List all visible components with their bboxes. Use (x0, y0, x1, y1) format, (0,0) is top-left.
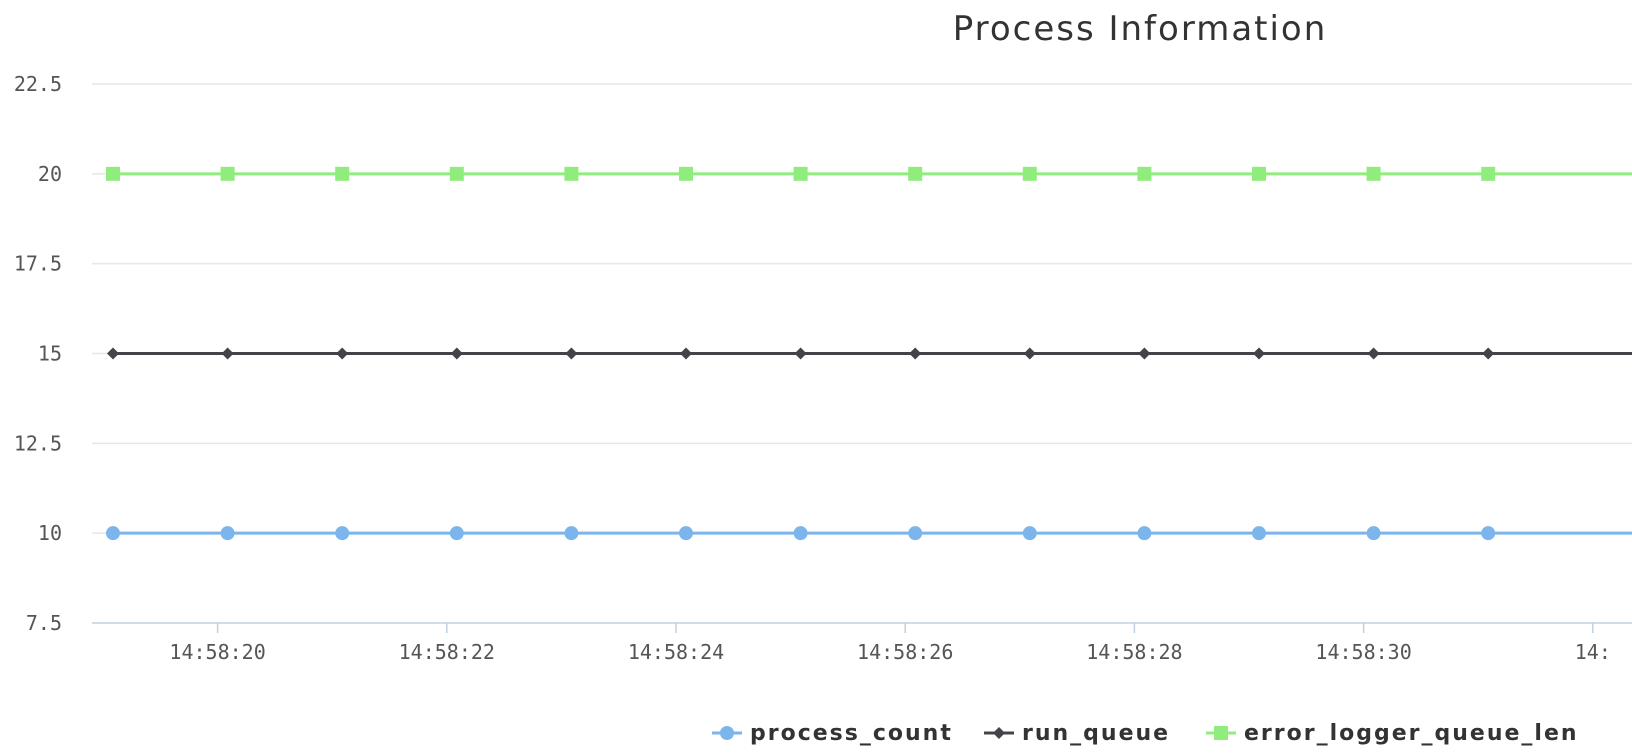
data-point (221, 347, 234, 360)
data-point (1367, 347, 1380, 360)
data-point (1023, 347, 1036, 360)
data-point (565, 347, 578, 360)
data-point (1366, 526, 1381, 541)
data-point (336, 347, 349, 360)
data-point (1482, 347, 1495, 360)
data-point (679, 166, 693, 181)
data-point (1481, 526, 1496, 541)
data-point (106, 166, 120, 181)
data-point (1252, 166, 1266, 181)
chart-title: Process Information (953, 9, 1328, 49)
data-point (1253, 347, 1265, 360)
data-point (1481, 166, 1496, 181)
y-tick-label: 20 (38, 162, 62, 186)
data-point (335, 526, 350, 541)
data-point (679, 526, 693, 541)
data-point (680, 347, 692, 360)
legend-label: process_count (750, 721, 953, 746)
data-point (793, 166, 808, 181)
x-tick-label: 14:58:30 (1315, 640, 1411, 664)
legend-label: error_logger_queue_len (1244, 721, 1579, 746)
data-point (449, 166, 464, 181)
y-axis-ticks: 22.5 20 17.5 15 12.5 10 7.5 (14, 72, 62, 635)
x-tick-label: 14: (1575, 640, 1611, 664)
x-tick-label: 14:58:28 (1086, 640, 1182, 664)
y-tick-label: 22.5 (14, 72, 62, 96)
x-tick-label: 14:58:26 (857, 640, 953, 664)
series-process_count (106, 526, 1632, 541)
data-point (106, 526, 120, 541)
y-tick-label: 10 (38, 521, 62, 545)
data-point (564, 166, 579, 181)
legend-symbol-marker (1214, 726, 1228, 740)
y-tick-label: 15 (38, 342, 62, 366)
data-point (794, 347, 807, 360)
legend-item-error_logger_queue_len[interactable]: error_logger_queue_len (1206, 721, 1579, 746)
data-point (335, 166, 350, 181)
data-point (1022, 166, 1037, 181)
data-point (908, 526, 923, 541)
y-tick-label: 7.5 (26, 611, 62, 635)
data-point (1366, 166, 1381, 181)
legend[interactable]: process_count run_queue error_logger_queue… (712, 721, 1579, 746)
legend-label: run_queue (1022, 721, 1170, 746)
x-tick-label: 14:58:24 (628, 640, 724, 664)
x-axis: 14:58:20 14:58:22 14:58:24 14:58:26 14:58:28… (169, 623, 1611, 664)
legend-symbol-marker (993, 727, 1005, 739)
legend-item-run_queue[interactable]: run_queue (984, 721, 1170, 746)
x-tick-label: 14:58:20 (169, 640, 265, 664)
legend-item-process_count[interactable]: process_count (712, 721, 953, 746)
series-run_queue (107, 347, 1632, 360)
data-point (449, 526, 464, 541)
legend-symbol-marker (720, 726, 734, 740)
data-point (450, 347, 463, 360)
data-point (1022, 526, 1037, 541)
series-error_logger_queue_len (106, 166, 1632, 181)
data-point (908, 166, 923, 181)
data-point (793, 526, 808, 541)
y-tick-label: 12.5 (14, 431, 62, 455)
data-point (1138, 347, 1151, 360)
series-group (106, 166, 1632, 541)
data-point (220, 526, 235, 541)
data-point (564, 526, 579, 541)
data-point (909, 347, 922, 360)
data-point (220, 166, 235, 181)
data-point (1252, 526, 1266, 541)
y-tick-label: 17.5 (14, 252, 62, 276)
data-point (1137, 526, 1152, 541)
x-tick-label: 14:58:22 (399, 640, 495, 664)
data-point (1137, 166, 1152, 181)
data-point (107, 347, 119, 360)
